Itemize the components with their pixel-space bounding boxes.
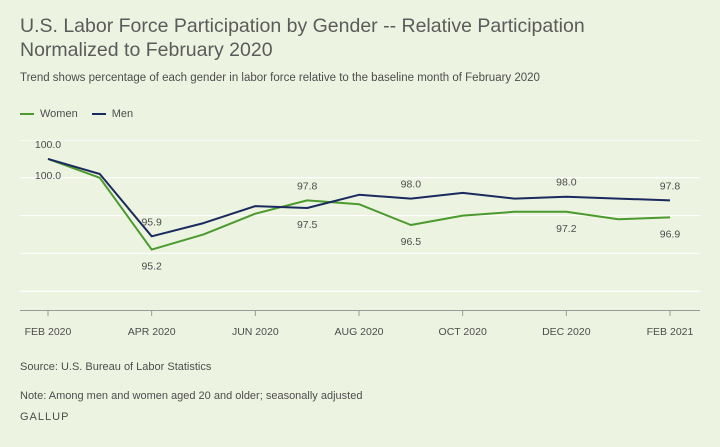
x-tick-label: FEB 2020 xyxy=(25,326,72,338)
legend-item-men: Men xyxy=(91,108,134,120)
data-label: 95.9 xyxy=(141,216,162,228)
data-label: 97.2 xyxy=(556,223,577,235)
legend-swatch-women xyxy=(20,113,34,115)
data-label: 95.2 xyxy=(141,261,162,273)
data-label: 96.9 xyxy=(660,228,681,240)
x-tick-label: FEB 2021 xyxy=(647,326,694,338)
x-tick-label: APR 2020 xyxy=(128,326,176,338)
data-label: 96.5 xyxy=(401,236,422,248)
legend-item-women: Women xyxy=(20,108,78,120)
legend-swatch-men xyxy=(91,113,106,115)
chart-subtitle: Trend shows percentage of each gender in… xyxy=(20,72,540,84)
x-tick-label: AUG 2020 xyxy=(334,326,383,338)
series-line-men xyxy=(47,157,671,238)
x-tick-label: JUN 2020 xyxy=(232,326,279,338)
line-chart: FEB 2020 APR 2020 JUN 2020 AUG 2020 OCT 2020… xyxy=(20,140,700,338)
data-label: 100.0 xyxy=(35,140,61,151)
x-tick-label: OCT 2020 xyxy=(439,326,487,338)
series-line-women xyxy=(47,157,671,251)
data-label: 98.0 xyxy=(556,177,577,189)
brand-logo-text: GALLUP xyxy=(20,411,70,423)
data-label: 97.8 xyxy=(660,180,681,192)
x-tick-label: DEC 2020 xyxy=(542,326,591,338)
chart-title: U.S. Labor Force Participation by Gender… xyxy=(20,15,585,61)
footnote: Note: Among men and women aged 20 and ol… xyxy=(20,390,363,402)
data-label: 97.5 xyxy=(297,219,318,231)
legend-label-women: Women xyxy=(40,108,78,120)
data-label: 100.0 xyxy=(35,170,61,182)
legend: Women Men xyxy=(20,108,133,120)
source-note: Source: U.S. Bureau of Labor Statistics xyxy=(20,361,212,373)
legend-label-men: Men xyxy=(111,108,134,120)
data-label: 97.8 xyxy=(297,180,318,192)
data-label: 98.0 xyxy=(401,179,422,191)
